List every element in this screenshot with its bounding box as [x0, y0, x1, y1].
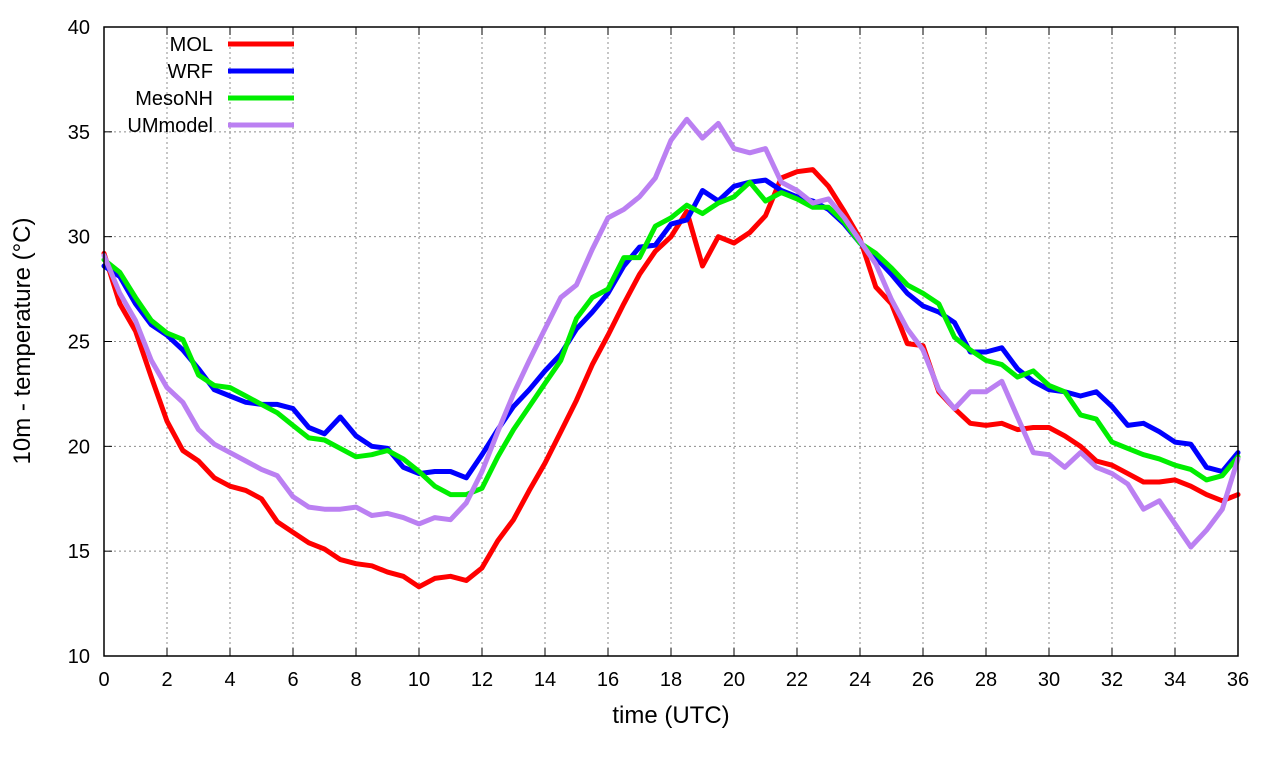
x-tick-label: 26: [912, 669, 934, 691]
x-tick-label: 22: [786, 669, 808, 691]
y-axis-label: 10m - temperature (°C): [9, 218, 36, 465]
y-tick-label: 40: [68, 17, 90, 39]
series-line-wrf: [101, 177, 1241, 481]
x-tick-label: 2: [161, 669, 172, 691]
y-tick-label: 10: [68, 646, 90, 668]
x-tick-label: 24: [849, 669, 871, 691]
x-tick-label: 28: [975, 669, 997, 691]
x-tick-label: 36: [1227, 669, 1249, 691]
x-axis-label: time (UTC): [612, 702, 729, 729]
x-tick-label: 0: [98, 669, 109, 691]
x-tick-label: 32: [1101, 669, 1123, 691]
y-tick-label: 20: [68, 436, 90, 458]
x-tick-label: 10: [408, 669, 430, 691]
x-tick-label: 34: [1164, 669, 1186, 691]
x-tick-label: 16: [597, 669, 619, 691]
legend-label-mol: MOL: [170, 34, 213, 56]
x-tick-label: 4: [224, 669, 235, 691]
x-tick-label: 30: [1038, 669, 1060, 691]
legend: MOL WRF MesoNH UMmodel: [127, 34, 294, 137]
y-tick-label: 35: [68, 122, 90, 144]
series-lines: [101, 116, 1241, 590]
series-line-mesonh: [101, 179, 1241, 498]
x-tick-label: 14: [534, 669, 556, 691]
x-tick-label: 6: [287, 669, 298, 691]
axis-ticks: 0 2 4 6 8 10 12 14 16 18 20 22 24 26 28 30 32 34 361015202…: [68, 17, 1249, 691]
x-tick-label: 8: [350, 669, 361, 691]
y-tick-label: 15: [68, 541, 90, 563]
series-line-mol: [101, 167, 1241, 590]
y-tick-label: 25: [68, 332, 90, 354]
x-tick-label: 12: [471, 669, 493, 691]
x-tick-label: 20: [723, 669, 745, 691]
grid-lines: [104, 27, 1238, 656]
legend-label-mesonh: MesoNH: [135, 88, 213, 110]
y-tick-label: 30: [68, 227, 90, 249]
legend-label-ummodel: UMmodel: [127, 115, 213, 137]
x-tick-label: 18: [660, 669, 682, 691]
series-line-ummodel: [101, 116, 1241, 550]
legend-label-wrf: WRF: [167, 61, 213, 83]
